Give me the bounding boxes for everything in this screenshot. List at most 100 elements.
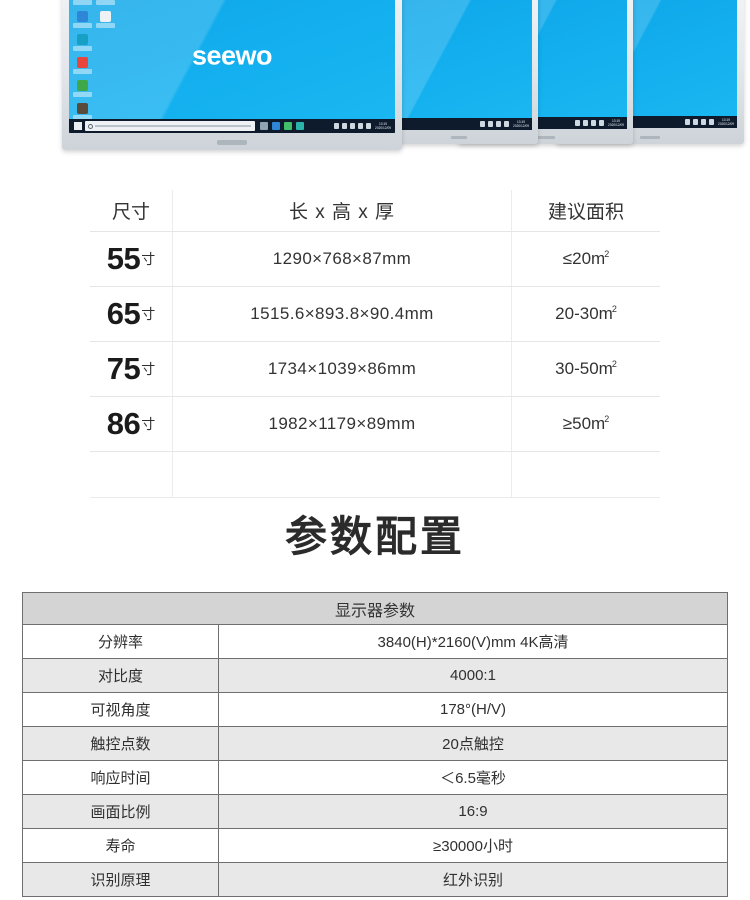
desktop-icon-3 bbox=[72, 10, 93, 31]
tray-icon bbox=[685, 119, 691, 125]
tray-icon bbox=[350, 123, 356, 129]
clock-date: 2020/12/09 bbox=[375, 126, 391, 130]
inch-value: 75 bbox=[106, 351, 141, 386]
taskbar-system-tray: 13:19 2020/12/09 bbox=[334, 122, 393, 130]
tray-icon bbox=[701, 119, 707, 125]
display-back-3-clock: 13:19 2020/12/09 bbox=[717, 118, 734, 126]
taskbar-pinned-apps bbox=[260, 122, 304, 130]
dimensions-value: 1982×1179×89mm bbox=[268, 414, 416, 433]
display-back-1-stand-nub bbox=[451, 136, 467, 139]
size-cell-area: ≥50m2 bbox=[512, 397, 660, 451]
seewo-brand-logo: seewo bbox=[191, 40, 273, 71]
display-main-stand-nub bbox=[217, 140, 247, 145]
size-cell-inch: 65 寸 bbox=[90, 287, 172, 341]
size-cell-inch: 55 寸 bbox=[90, 232, 172, 286]
desktop-icon-7 bbox=[72, 79, 93, 100]
area-unit-superscript: 2 bbox=[611, 359, 617, 370]
tray-icon bbox=[709, 119, 715, 125]
taskbar-pin-4 bbox=[296, 122, 304, 130]
inch-unit: 寸 bbox=[141, 361, 156, 377]
spec-table-row: 识别原理 红外识别 bbox=[23, 863, 727, 897]
desktop-icon-spacer bbox=[95, 79, 116, 100]
tray-icon bbox=[342, 123, 348, 129]
desktop-icon-6 bbox=[72, 56, 93, 77]
dimensions-value: 1515.6×893.8×90.4mm bbox=[250, 304, 434, 323]
area-unit-superscript: 2 bbox=[604, 414, 610, 425]
spec-value: 4000:1 bbox=[450, 667, 496, 684]
search-icon bbox=[88, 123, 93, 129]
size-cell-dimensions: 1982×1179×89mm bbox=[172, 397, 512, 451]
taskbar-pin-2 bbox=[272, 122, 280, 130]
tray-icon bbox=[591, 120, 597, 126]
size-table-column-header-dims: 长 x 高 x 厚 bbox=[172, 190, 512, 231]
size-cell-dimensions: 1290×768×87mm bbox=[172, 232, 512, 286]
tray-icon bbox=[504, 121, 510, 127]
display-main: seewo bbox=[62, 0, 402, 150]
clock-date: 2020/12/09 bbox=[608, 123, 624, 127]
display-main-screen: seewo bbox=[69, 0, 395, 133]
product-hero-image: 13:19 2020/12/09 13:19 2020/12/09 bbox=[0, 0, 750, 160]
display-main-taskbar: 13:19 2020/12/09 bbox=[69, 119, 395, 133]
size-table-column-header-area: 建议面积 bbox=[547, 202, 624, 223]
size-cell-area: 20-30m2 bbox=[512, 287, 660, 341]
display-back-2-clock: 13:19 2020/12/09 bbox=[607, 119, 624, 127]
spec-table-row: 可视角度 178°(H/V) bbox=[23, 693, 727, 727]
size-table-row: 86 寸 1982×1179×89mm ≥50m2 bbox=[90, 397, 660, 452]
desktop-icon-spacer bbox=[95, 56, 116, 77]
spec-value: 3840(H)*2160(V)mm 4K高清 bbox=[377, 634, 569, 651]
size-table-row: 75 寸 1734×1039×86mm 30-50m2 bbox=[90, 342, 660, 397]
size-table-row: 65 寸 1515.6×893.8×90.4mm 20-30m2 bbox=[90, 287, 660, 342]
spec-value: 20点触控 bbox=[442, 736, 504, 753]
spec-table-row: 分辨率 3840(H)*2160(V)mm 4K高清 bbox=[23, 625, 727, 659]
desktop-icon-4 bbox=[95, 10, 116, 31]
spec-table-header: 显示器参数 bbox=[23, 593, 727, 625]
desktop-icon-5 bbox=[72, 33, 93, 54]
area-value: ≥50m bbox=[562, 414, 606, 433]
clock-time: 13:19 bbox=[517, 120, 526, 124]
taskbar-search-box bbox=[85, 121, 255, 131]
dimensions-value: 1734×1039×86mm bbox=[267, 359, 417, 378]
size-cell-inch: 86 寸 bbox=[90, 397, 172, 451]
desktop-icon-1 bbox=[72, 0, 93, 8]
taskbar-pin-3 bbox=[284, 122, 292, 130]
windows-start-icon bbox=[74, 122, 82, 130]
display-back-1-clock: 13:19 2020/12/09 bbox=[512, 120, 529, 128]
spec-table-row: 寿命 ≥30000小时 bbox=[23, 829, 727, 863]
area-value: 30-50m bbox=[555, 359, 613, 378]
size-cell-area: ≤20m2 bbox=[512, 232, 660, 286]
size-table-header-row: 尺寸 长 x 高 x 厚 建议面积 bbox=[90, 190, 660, 232]
clock-date: 2020/12/09 bbox=[513, 124, 529, 128]
area-unit-superscript: 2 bbox=[604, 249, 610, 260]
inch-value: 65 bbox=[106, 296, 141, 331]
spec-value: ≥30000小时 bbox=[433, 838, 513, 855]
tray-icon bbox=[366, 123, 372, 129]
taskbar-pin-1 bbox=[260, 122, 268, 130]
size-table-row: 55 寸 1290×768×87mm ≤20m2 bbox=[90, 232, 660, 287]
area-value: ≤20m bbox=[562, 249, 606, 268]
spec-key: 响应时间 bbox=[23, 761, 219, 794]
display-back-1-taskbar: 13:19 2020/12/09 bbox=[386, 118, 532, 130]
inch-unit: 寸 bbox=[141, 251, 156, 267]
spec-table-row: 触控点数 20点触控 bbox=[23, 727, 727, 761]
spec-table-row: 画面比例 16:9 bbox=[23, 795, 727, 829]
spec-value: ＜6.5毫秒 bbox=[440, 770, 506, 787]
spec-table-row: 对比度 4000:1 bbox=[23, 659, 727, 693]
specification-table: 显示器参数 分辨率 3840(H)*2160(V)mm 4K高清 对比度 400… bbox=[22, 592, 728, 897]
size-table-empty-row bbox=[90, 452, 660, 498]
display-back-1: 13:19 2020/12/09 bbox=[380, 0, 538, 144]
spec-value: 16:9 bbox=[458, 803, 488, 820]
clock-time: 13:19 bbox=[379, 122, 388, 126]
area-value: 20-30m bbox=[555, 304, 613, 323]
spec-value: 178°(H/V) bbox=[439, 701, 507, 718]
clock-time: 13:19 bbox=[722, 118, 731, 122]
spec-key: 对比度 bbox=[23, 659, 219, 692]
display-back-1-screen: 13:19 2020/12/09 bbox=[386, 0, 532, 130]
size-cell-dimensions: 1734×1039×86mm bbox=[172, 342, 512, 396]
display-back-3-stand-nub bbox=[640, 136, 660, 139]
search-placeholder-text bbox=[95, 125, 251, 127]
dimensions-value: 1290×768×87mm bbox=[272, 249, 412, 268]
tray-icon bbox=[599, 120, 605, 126]
inch-unit: 寸 bbox=[141, 416, 156, 432]
size-cell-empty bbox=[172, 452, 512, 497]
clock-date: 2020/12/09 bbox=[718, 122, 734, 126]
